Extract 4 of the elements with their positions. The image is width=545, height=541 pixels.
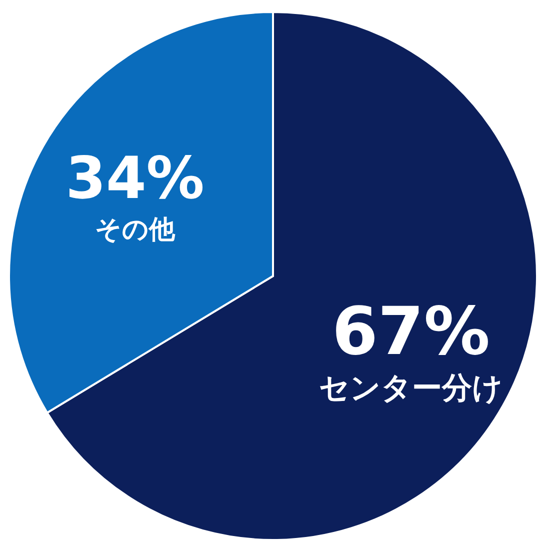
slice-label: センター分け [318, 370, 503, 406]
data-label: 34% [66, 144, 204, 212]
slice-label: その他 [95, 215, 176, 246]
data-label: 67% [332, 292, 490, 370]
